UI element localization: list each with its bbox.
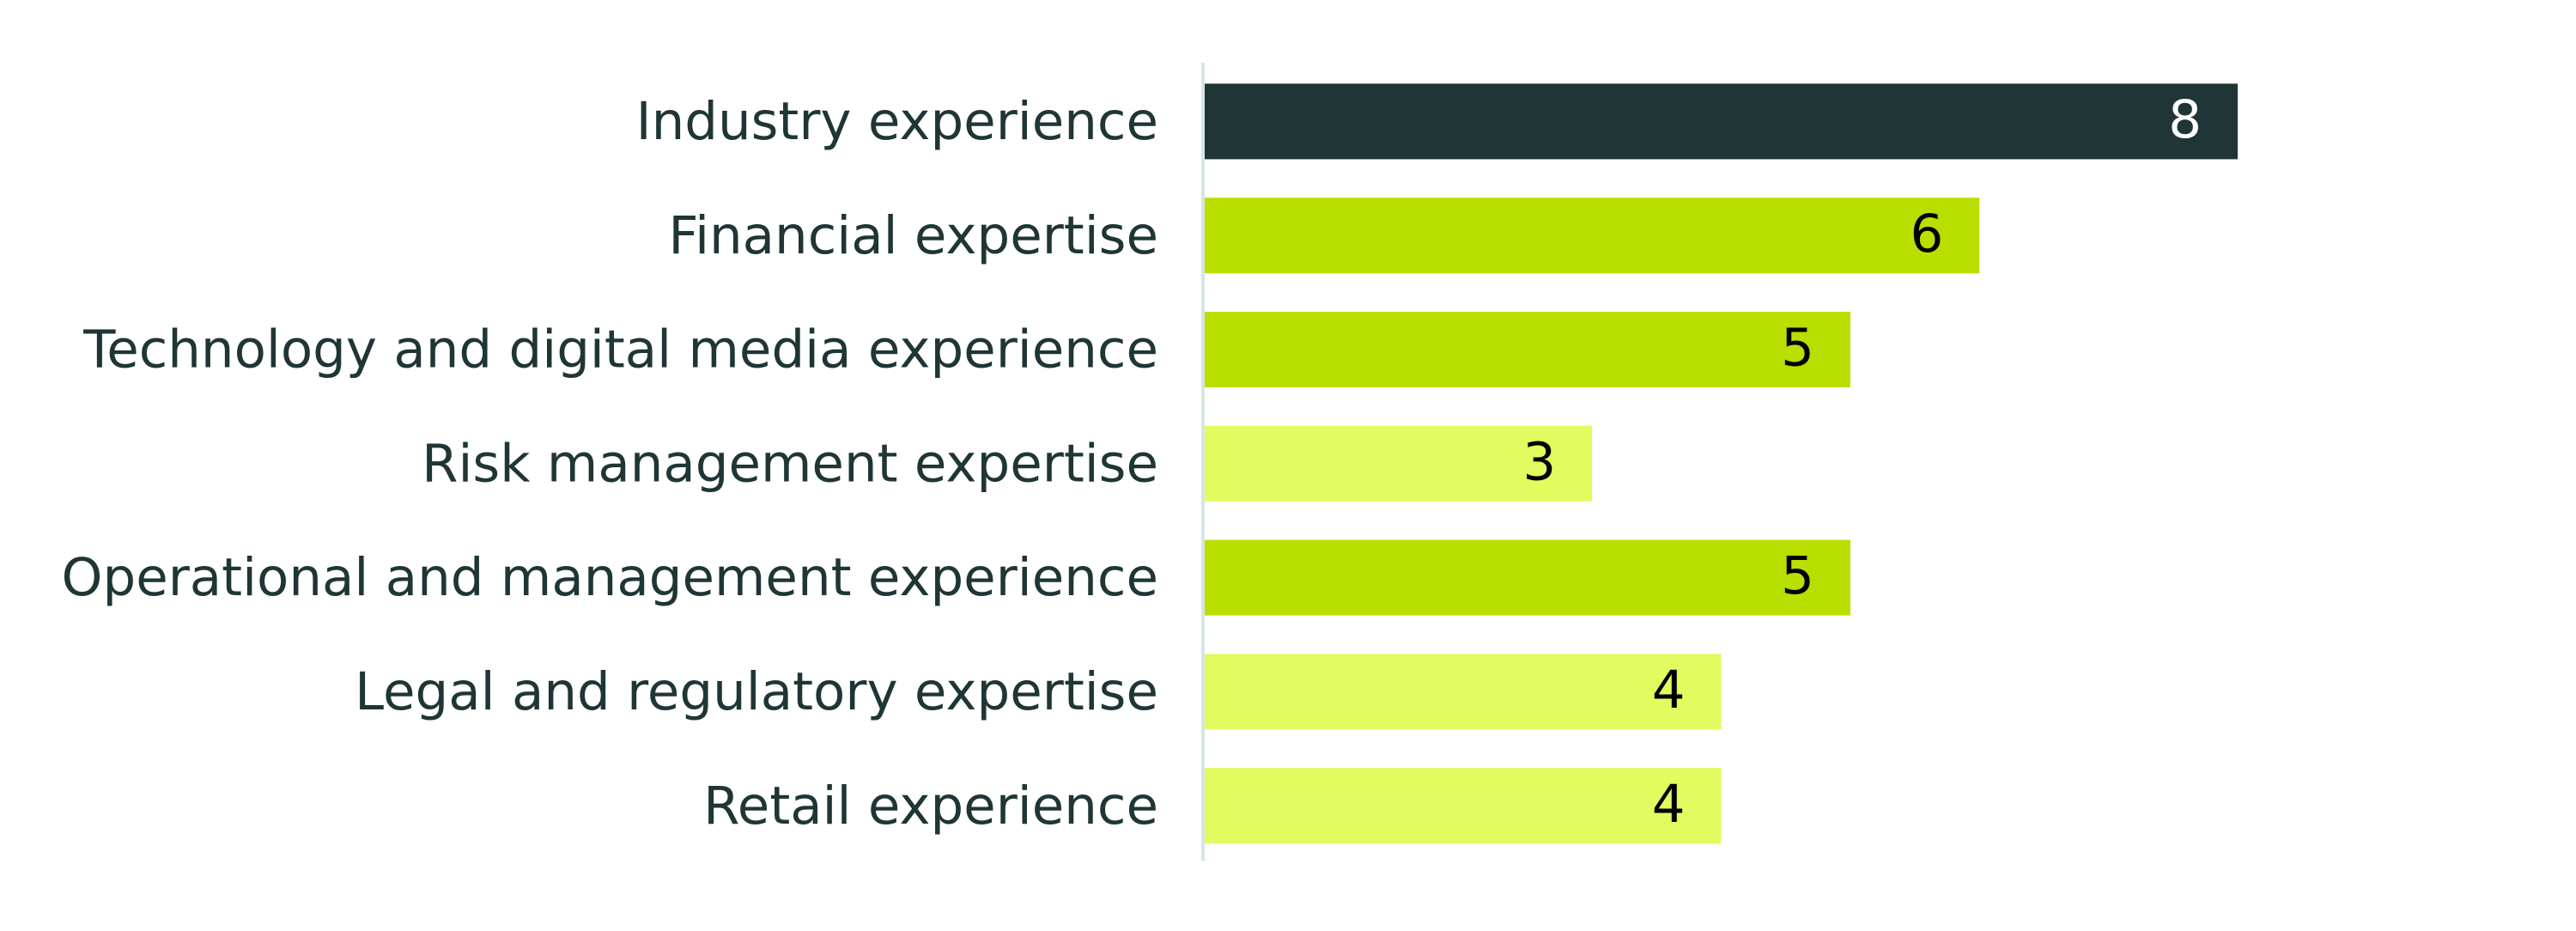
category-label: Technology and digital media experience: [82, 319, 1158, 380]
value-label: 4: [1652, 774, 1686, 835]
value-label: 8: [2168, 89, 2202, 150]
value-label: 5: [1781, 318, 1814, 379]
bar: [1205, 768, 1722, 844]
category-label: Financial expertise: [668, 205, 1158, 266]
category-label: Retail experience: [703, 776, 1158, 837]
value-label: 4: [1652, 660, 1686, 721]
bar: [1205, 198, 1980, 274]
bar: [1205, 539, 1850, 616]
bar: [1205, 312, 1850, 387]
category-label: Risk management expertise: [422, 433, 1158, 494]
value-label: 3: [1522, 431, 1556, 492]
value-label: 5: [1781, 545, 1814, 606]
value-label: 6: [1910, 204, 1943, 265]
bar: [1205, 425, 1593, 502]
bar: [1205, 83, 2238, 160]
category-label: Legal and regulatory expertise: [355, 661, 1158, 722]
category-label: Operational and management experience: [61, 547, 1158, 608]
bar: [1205, 654, 1722, 730]
category-label: Industry experience: [636, 91, 1158, 152]
